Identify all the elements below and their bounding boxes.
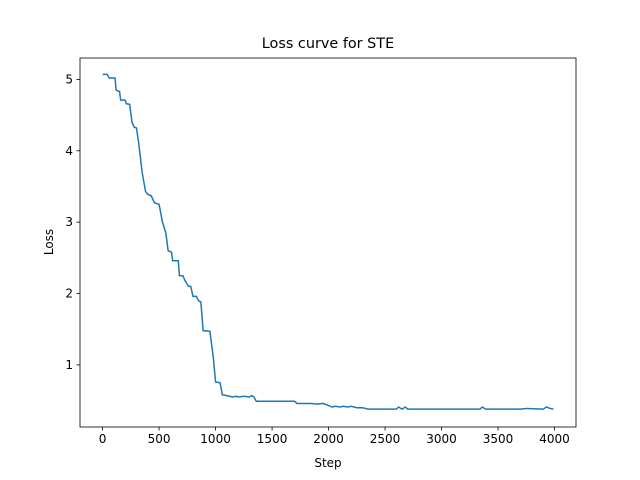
y-tick-label: 5 — [65, 72, 73, 86]
y-tick-label: 1 — [65, 358, 73, 372]
x-tick-label: 0 — [99, 432, 107, 446]
x-tick-label: 2500 — [370, 432, 401, 446]
line-series — [102, 73, 554, 411]
x-tick-label: 3000 — [426, 432, 457, 446]
y-tick-label: 3 — [65, 215, 73, 229]
y-axis-label: Loss — [42, 229, 56, 255]
x-tick-label: 1000 — [200, 432, 231, 446]
x-tick-label: 4000 — [539, 432, 570, 446]
y-tick-label: 2 — [65, 287, 73, 301]
x-tick-label: 1500 — [257, 432, 288, 446]
x-tick-label: 500 — [148, 432, 171, 446]
x-axis-label: Step — [314, 456, 341, 470]
x-tick-label: 3500 — [483, 432, 514, 446]
chart-title: Loss curve for STE — [262, 36, 394, 52]
plot-frame — [79, 57, 577, 428]
x-tick-label: 2000 — [313, 432, 344, 446]
y-tick-label: 4 — [65, 144, 73, 158]
